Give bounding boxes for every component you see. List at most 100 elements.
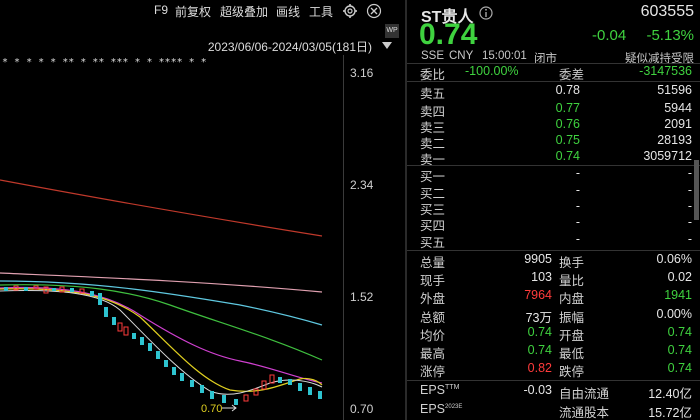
candle xyxy=(243,394,249,402)
candle xyxy=(117,322,123,332)
low-marker-arrow xyxy=(222,404,237,412)
stat-value: 0.02 xyxy=(667,270,692,285)
candle xyxy=(90,291,94,296)
ma-line-red xyxy=(0,179,323,237)
price-tick-3: 1.52 xyxy=(350,290,374,304)
candle xyxy=(59,286,65,293)
stat-label: 最高 xyxy=(420,347,446,361)
ma-line-cyan xyxy=(0,280,323,326)
gear-icon[interactable] xyxy=(342,3,358,19)
candle xyxy=(132,333,136,339)
candle xyxy=(79,288,85,294)
commission-ratio-label: 委比 xyxy=(420,68,446,82)
stat-label: 均价 xyxy=(420,328,446,343)
stat-label: 最低 xyxy=(559,347,585,361)
book-scrollbar[interactable] xyxy=(694,160,699,220)
bid-label: 买二 xyxy=(420,187,446,201)
chart-toolbar: F9 前复权 超级叠加 画线 工具 xyxy=(0,0,398,22)
candle xyxy=(24,287,28,291)
candle xyxy=(261,380,267,390)
stat-label: 总额 xyxy=(420,310,446,325)
ask-volume: 5944 xyxy=(664,101,692,115)
stat-value: 103 xyxy=(531,270,552,285)
price-tick-4: 0.70 xyxy=(350,402,374,416)
bid-volume: - xyxy=(687,166,692,180)
candle xyxy=(278,377,282,383)
free-float-label: 自由流通 xyxy=(559,387,610,401)
axis-divider xyxy=(343,55,344,420)
stat-value: 0.74 xyxy=(527,343,552,357)
event-star-row: * * * * * ** * ** *** * * **** * * xyxy=(2,57,207,68)
candle xyxy=(112,317,116,325)
candle xyxy=(318,391,322,399)
stat-value: 0.74 xyxy=(527,324,552,339)
bid-label: 买一 xyxy=(420,170,446,184)
candle xyxy=(52,288,56,291)
ma-line-white xyxy=(0,290,323,395)
ask-price: 0.75 xyxy=(555,133,580,147)
f9-button[interactable]: F9 xyxy=(154,3,169,17)
stat-label: 量比 xyxy=(559,274,585,289)
currency: CNY xyxy=(449,50,474,62)
date-range-label[interactable]: 2023/06/06-2024/03/05(181日) xyxy=(207,40,372,54)
price-change-pct: -5.13% xyxy=(646,27,694,44)
candle xyxy=(210,391,214,399)
candle xyxy=(172,367,176,375)
float-shares-value: 15.72亿 xyxy=(648,406,692,420)
bid-volume: - xyxy=(687,215,692,229)
bid-label: 买三 xyxy=(420,203,446,217)
close-icon[interactable] xyxy=(366,3,382,19)
ma-line-green xyxy=(0,284,323,361)
kline-plot[interactable]: * * * * * ** * ** *** * * **** * * 0.70 xyxy=(0,55,343,420)
candlestick-series xyxy=(4,285,322,405)
bid-volume: - xyxy=(687,199,692,213)
info-icon[interactable] xyxy=(479,6,493,20)
wp-badge-icon[interactable]: WP xyxy=(385,24,399,38)
bid-price: - xyxy=(575,199,580,213)
date-range-row: 2023/06/06-2024/03/05(181日) xyxy=(0,36,398,54)
ask-price: 0.78 xyxy=(555,83,580,97)
kline-chart-panel[interactable]: F9 前复权 超级叠加 画线 工具 2023/06/06-2024/03/05(… xyxy=(0,0,398,420)
stat-value: 1941 xyxy=(664,288,692,303)
stock-name: ST贵人 xyxy=(421,9,474,26)
commission-diff-value: -3147536 xyxy=(639,64,692,78)
adjust-button[interactable]: 前复权 xyxy=(175,5,212,19)
candle xyxy=(298,383,302,391)
bid-volume: - xyxy=(687,232,692,246)
candle xyxy=(98,293,102,305)
bid-price: - xyxy=(575,232,580,246)
ask-volume: 2091 xyxy=(664,117,692,131)
candle xyxy=(308,387,312,395)
divider xyxy=(407,81,700,82)
stat-value: 9905 xyxy=(524,252,552,266)
ask-label: 卖一 xyxy=(420,153,446,167)
bid-label: 买五 xyxy=(420,236,446,250)
stat-label: 总量 xyxy=(420,256,446,270)
stat-value: 0.06% xyxy=(656,252,692,266)
candle xyxy=(43,286,49,294)
overlay-button[interactable]: 超级叠加 xyxy=(220,5,269,19)
stat-label: 外盘 xyxy=(420,292,446,307)
caret-down-icon[interactable] xyxy=(382,42,392,50)
candle xyxy=(222,395,226,403)
stat-label: 跌停 xyxy=(559,365,585,380)
market-status: 闭市 xyxy=(534,53,557,65)
stat-label: 现手 xyxy=(420,274,446,289)
low-price-marker: 0.70 xyxy=(201,403,222,415)
ask-price: 0.76 xyxy=(555,117,580,131)
candle xyxy=(234,399,238,405)
ask-volume: 3059712 xyxy=(643,149,692,163)
stat-label: 内盘 xyxy=(559,292,585,307)
bid-label: 买四 xyxy=(420,219,446,233)
eps-ttm-label: EPSTTM xyxy=(420,383,460,397)
draw-line-button[interactable]: 画线 xyxy=(276,5,301,19)
ask-price: 0.74 xyxy=(555,149,580,163)
candle xyxy=(13,285,19,291)
tools-button[interactable]: 工具 xyxy=(309,5,334,19)
stat-label: 振幅 xyxy=(559,310,585,325)
candle xyxy=(269,374,275,384)
stat-value: 7964 xyxy=(524,288,552,303)
stat-value: 0.74 xyxy=(667,361,692,376)
stat-value: 0.00% xyxy=(656,306,692,321)
candle xyxy=(148,343,152,351)
